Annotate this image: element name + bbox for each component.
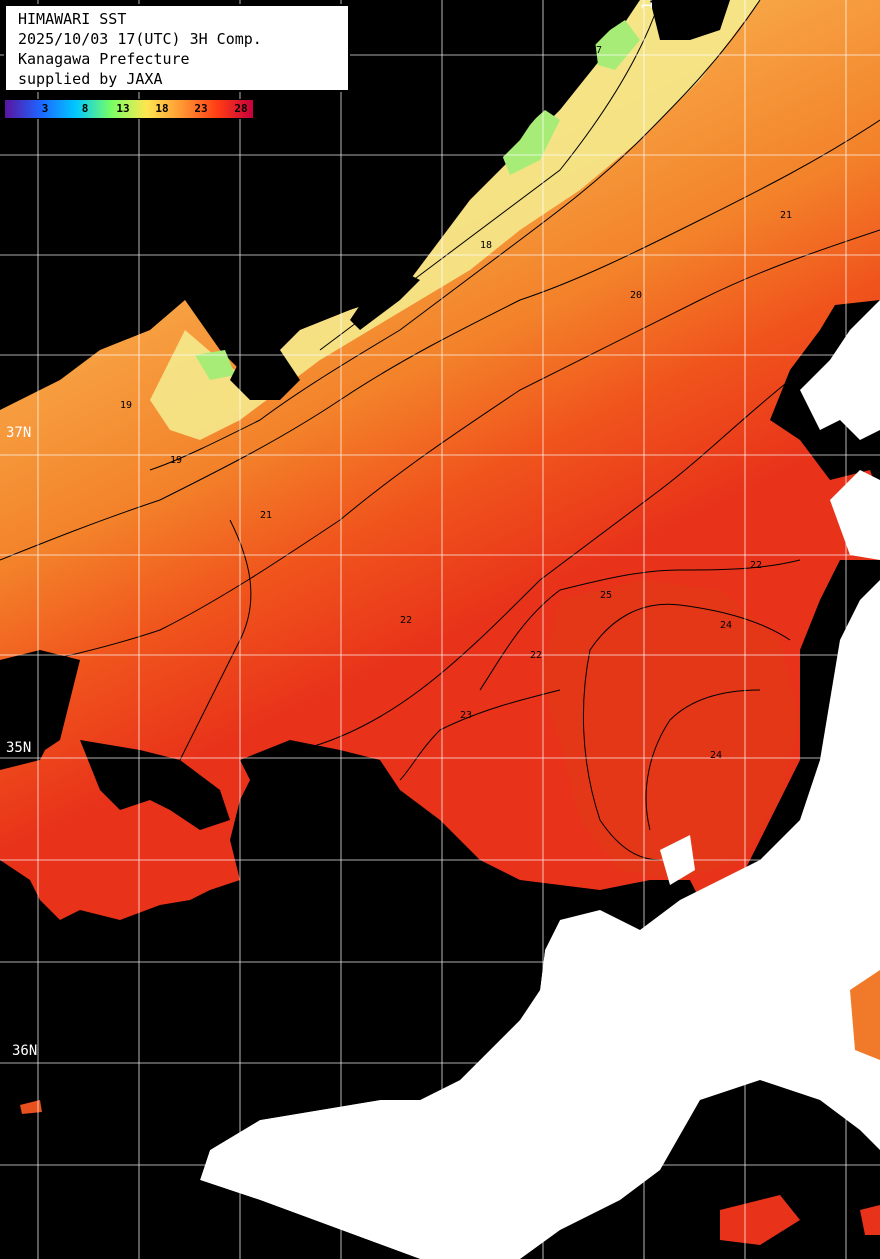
land-northeast-coast (830, 470, 880, 560)
cloud-mask (650, 0, 730, 40)
isotherm-label: 21 (260, 510, 273, 521)
lat-label-36n: 36N (12, 1043, 38, 1059)
product-title: HIMAWARI SST (18, 10, 127, 28)
isotherm-label: 23 (460, 710, 473, 721)
cold-patch (500, 110, 560, 175)
colorbar-tick-label: 13 (116, 102, 130, 115)
source-credit: supplied by JAXA (18, 70, 163, 88)
colorbar-tick-label: 28 (234, 102, 248, 115)
cloud-mask (0, 650, 80, 760)
lat-label-37n: 37N (6, 425, 32, 441)
cloud-mask (350, 270, 420, 330)
isotherm-label: 24 (720, 620, 733, 631)
cold-patch (195, 350, 235, 380)
lat-label-35n: 35N (6, 740, 32, 756)
cloud-mask (240, 740, 700, 940)
lon-label-138e: 138E (640, 0, 656, 10)
warm-patch (20, 1100, 42, 1114)
isotherm-label: 22 (530, 650, 543, 661)
region-text: Kanagawa Prefecture (18, 50, 190, 68)
cloud-mask (0, 880, 560, 1259)
colorbar-tick-label: 3 (41, 102, 49, 115)
colorbar-tick-label: 8 (81, 102, 89, 115)
land-island (800, 908, 812, 920)
cloud-mask (410, 0, 640, 240)
cloud-mask (80, 740, 230, 830)
isotherm-label: 20 (630, 290, 643, 301)
isotherm-label: 22 (400, 615, 413, 626)
warm-patch (850, 970, 880, 1060)
cool-coastal-band (150, 0, 760, 440)
timestamp-text: 2025/10/03 17(UTC) 3H Comp. (18, 30, 262, 48)
isotherm-label: 22 (750, 560, 763, 571)
land-honshu (200, 580, 880, 1259)
warm-patch (720, 1195, 800, 1245)
cloud-mask (230, 350, 300, 400)
isotherm-contours (0, 0, 880, 860)
land-noto-peninsula (800, 300, 880, 440)
isotherm-label: 21 (780, 210, 793, 221)
map-info-box: HIMAWARI SST 2025/10/03 17(UTC) 3H Comp.… (4, 4, 350, 92)
isotherm-label: 18 (480, 240, 493, 251)
colorbar-tick-label: 23 (194, 102, 208, 115)
temperature-color-bar: 3 8 13 18 23 28 (4, 99, 254, 119)
isotherm-label: 19 (170, 455, 183, 466)
isotherm-label: 25 (600, 590, 613, 601)
colorbar-tick-label: 18 (155, 102, 169, 115)
isotherm-label: 17 (590, 45, 603, 56)
warm-patch (860, 1205, 880, 1235)
cloud-mask (165, 115, 220, 165)
isotherm-label: 19 (120, 400, 133, 411)
isotherm-label: 24 (710, 750, 723, 761)
